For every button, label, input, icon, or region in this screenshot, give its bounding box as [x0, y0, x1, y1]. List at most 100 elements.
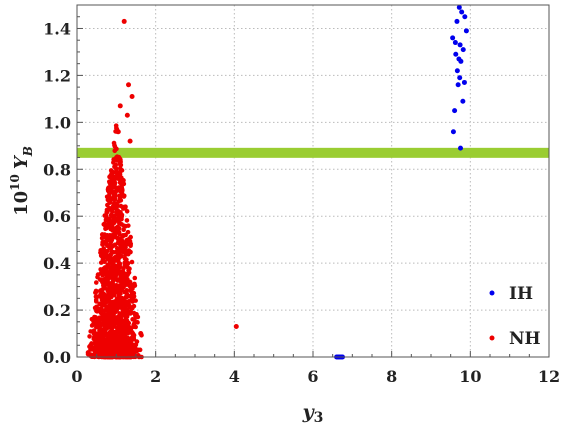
- nh-point: [92, 345, 97, 350]
- nh-point: [112, 148, 118, 154]
- nh-point: [95, 332, 101, 338]
- nh-point: [233, 323, 239, 329]
- nh-point: [106, 185, 111, 190]
- nh-point: [114, 203, 120, 209]
- y-tick-label: 0.8: [43, 160, 71, 179]
- nh-point: [95, 272, 101, 277]
- nh-point: [94, 289, 99, 294]
- nh-point: [115, 129, 121, 135]
- nh-point: [108, 270, 113, 276]
- y-axis-title: 1010YB: [8, 146, 35, 216]
- nh-point: [93, 280, 99, 285]
- nh-point: [119, 168, 125, 173]
- y-tick-label: 1.0: [43, 113, 71, 132]
- nh-point: [100, 257, 106, 262]
- nh-point: [119, 248, 125, 254]
- nh-point: [117, 180, 123, 185]
- y-tick-label: 1.2: [43, 66, 71, 85]
- nh-point: [99, 235, 105, 241]
- nh-point: [104, 238, 110, 243]
- nh-point: [126, 298, 132, 304]
- nh-point: [126, 82, 132, 88]
- nh-point: [98, 310, 104, 316]
- nh-point: [118, 157, 123, 163]
- nh-point: [99, 328, 104, 333]
- nh-point: [99, 277, 104, 282]
- nh-point: [129, 295, 135, 301]
- nh-point: [114, 277, 120, 282]
- nh-point: [116, 256, 122, 261]
- nh-point: [94, 321, 100, 327]
- nh-point: [108, 257, 114, 263]
- nh-point: [116, 329, 122, 334]
- x-tick-label: 2: [150, 367, 161, 386]
- nh-point: [115, 300, 121, 305]
- nh-point: [122, 256, 128, 261]
- axis-ticks: [76, 16, 550, 358]
- nh-point: [135, 347, 141, 353]
- nh-point: [113, 317, 119, 323]
- nh-point: [113, 348, 119, 353]
- nh-point: [130, 331, 136, 336]
- nh-point: [110, 189, 115, 195]
- nh-point: [99, 297, 105, 303]
- nh-point: [107, 194, 112, 199]
- nh-point: [117, 311, 122, 317]
- nh-point: [89, 323, 95, 328]
- nh-point: [133, 342, 139, 348]
- x-tick-labels: 0 2 4 6 8 10 12: [71, 367, 560, 386]
- nh-point: [85, 350, 91, 355]
- nh-point: [114, 308, 119, 313]
- ih-point: [450, 129, 456, 135]
- nh-point: [118, 162, 124, 168]
- nh-point: [105, 202, 110, 208]
- nh-point: [116, 285, 122, 291]
- nh-point: [128, 281, 133, 287]
- nh-point: [102, 253, 107, 258]
- nh-point: [114, 289, 119, 295]
- nh-point: [132, 317, 137, 323]
- nh-point: [128, 249, 133, 255]
- nh-point: [111, 323, 116, 329]
- nh-point: [107, 287, 113, 293]
- x-tick-label: 6: [307, 367, 318, 386]
- nh-point: [119, 348, 124, 354]
- nh-point: [119, 296, 124, 301]
- ih-point: [460, 47, 466, 53]
- nh-point: [108, 332, 113, 338]
- nh-point: [124, 307, 130, 312]
- x-tick-label: 4: [229, 367, 240, 386]
- nh-point: [130, 350, 136, 355]
- ih-point: [462, 14, 468, 20]
- nh-point: [93, 297, 99, 303]
- nh-point: [101, 246, 106, 251]
- nh-point: [108, 281, 114, 287]
- nh-point: [92, 305, 98, 311]
- legend-label-nh: NH: [509, 329, 541, 349]
- nh-point: [97, 336, 102, 342]
- nh-point: [120, 324, 126, 329]
- nh-point: [102, 286, 108, 291]
- nh-point: [97, 323, 103, 329]
- legend-label-ih: IH: [509, 284, 533, 304]
- nh-point: [116, 246, 122, 252]
- nh-point: [111, 178, 116, 184]
- nh-point: [124, 328, 129, 334]
- nh-point: [102, 232, 107, 237]
- observed-band: [77, 147, 549, 158]
- nh-point: [112, 234, 118, 240]
- nh-point: [107, 180, 113, 186]
- y-tick-label: 0.4: [43, 254, 71, 273]
- nh-point: [112, 303, 118, 309]
- x-tick-label: 12: [538, 367, 560, 386]
- legend-marker-ih: [489, 290, 495, 296]
- nh-point: [105, 255, 111, 260]
- grid: [77, 5, 549, 357]
- nh-point: [114, 336, 119, 342]
- nh-point: [129, 259, 135, 265]
- nh-point: [102, 319, 107, 325]
- ih-point: [461, 79, 467, 85]
- nh-point: [122, 289, 128, 295]
- nh-point: [117, 232, 122, 237]
- nh-point: [106, 336, 111, 342]
